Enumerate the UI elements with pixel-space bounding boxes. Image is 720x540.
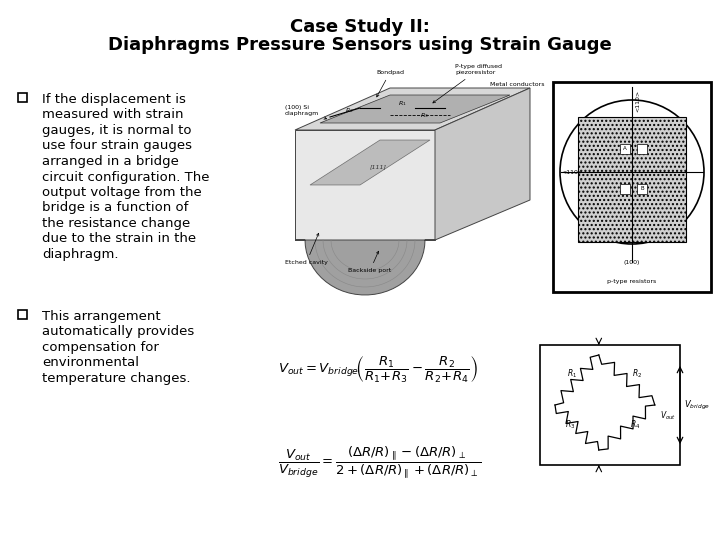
Text: [111]: [111] [370, 164, 387, 169]
Text: due to the strain in the: due to the strain in the [42, 233, 196, 246]
Polygon shape [320, 95, 510, 123]
Circle shape [560, 100, 704, 244]
Bar [540, 345, 680, 465]
Text: environmental: environmental [42, 356, 139, 369]
Text: $R_4$: $R_4$ [630, 418, 640, 431]
Bar [620, 184, 630, 194]
Text: circuit configuration. The: circuit configuration. The [42, 171, 210, 184]
Bar [620, 144, 630, 154]
Text: Bondpad: Bondpad [376, 70, 404, 97]
Text: $R_1$: $R_1$ [398, 99, 407, 108]
Text: compensation for: compensation for [42, 341, 159, 354]
Text: $R_1$: $R_1$ [567, 367, 577, 380]
Text: temperature changes.: temperature changes. [42, 372, 191, 385]
Text: B: B [640, 186, 644, 192]
Text: Etched cavity: Etched cavity [285, 233, 328, 265]
Polygon shape [435, 88, 530, 240]
Text: bridge is a function of: bridge is a function of [42, 201, 189, 214]
Bar [553, 82, 711, 292]
Text: automatically provides: automatically provides [42, 326, 194, 339]
Bar [637, 144, 647, 154]
Text: use four strain gauges: use four strain gauges [42, 139, 192, 152]
Text: Backside port: Backside port [348, 251, 392, 273]
Text: measured with strain: measured with strain [42, 109, 184, 122]
Bar [637, 184, 647, 194]
Text: $\dfrac{V_{out}}{V_{bridge}}=\dfrac{(\Delta R/R)_{\parallel}-(\Delta R/R)_{\perp: $\dfrac{V_{out}}{V_{bridge}}=\dfrac{(\De… [278, 445, 482, 481]
Text: $V_{out}$: $V_{out}$ [660, 410, 676, 422]
Bar [578, 117, 686, 242]
Text: Metal conductors: Metal conductors [490, 82, 544, 87]
Text: diaphragm.: diaphragm. [42, 248, 119, 261]
Polygon shape [310, 140, 430, 185]
Text: Case Study II:: Case Study II: [290, 18, 430, 36]
Text: (100): (100) [624, 260, 640, 265]
Text: Diaphragms Pressure Sensors using Strain Gauge: Diaphragms Pressure Sensors using Strain… [108, 36, 612, 54]
Text: $V_{bridge}$: $V_{bridge}$ [684, 399, 711, 411]
Text: gauges, it is normal to: gauges, it is normal to [42, 124, 192, 137]
Text: the resistance change: the resistance change [42, 217, 190, 230]
Text: $R_2$: $R_2$ [632, 367, 642, 380]
Polygon shape [295, 130, 435, 240]
Text: output voltage from the: output voltage from the [42, 186, 202, 199]
Text: $V_{out}=V_{bridge}\!\left(\dfrac{R_1}{R_1\!+\!R_3}-\dfrac{R_2}{R_2\!+\!R_4}\rig: $V_{out}=V_{bridge}\!\left(\dfrac{R_1}{R… [278, 355, 478, 386]
Polygon shape [295, 240, 435, 295]
Text: $R_2$: $R_2$ [345, 106, 354, 115]
Text: arranged in a bridge: arranged in a bridge [42, 155, 179, 168]
Text: $R_3$: $R_3$ [420, 111, 428, 120]
Text: p-type resistors: p-type resistors [608, 279, 657, 284]
Text: If the displacement is: If the displacement is [42, 93, 186, 106]
Text: $R_3$: $R_3$ [565, 418, 575, 431]
Bar [18, 310, 27, 319]
Text: (100) Si
diaphragm: (100) Si diaphragm [285, 105, 327, 119]
Bar [18, 93, 27, 102]
Text: <110>: <110> [635, 90, 640, 112]
Text: <110>: <110> [561, 170, 583, 175]
Text: P-type diffused
piezoresistor: P-type diffused piezoresistor [433, 64, 502, 103]
Text: A: A [623, 146, 627, 152]
Polygon shape [295, 88, 530, 130]
Text: This arrangement: This arrangement [42, 310, 161, 323]
